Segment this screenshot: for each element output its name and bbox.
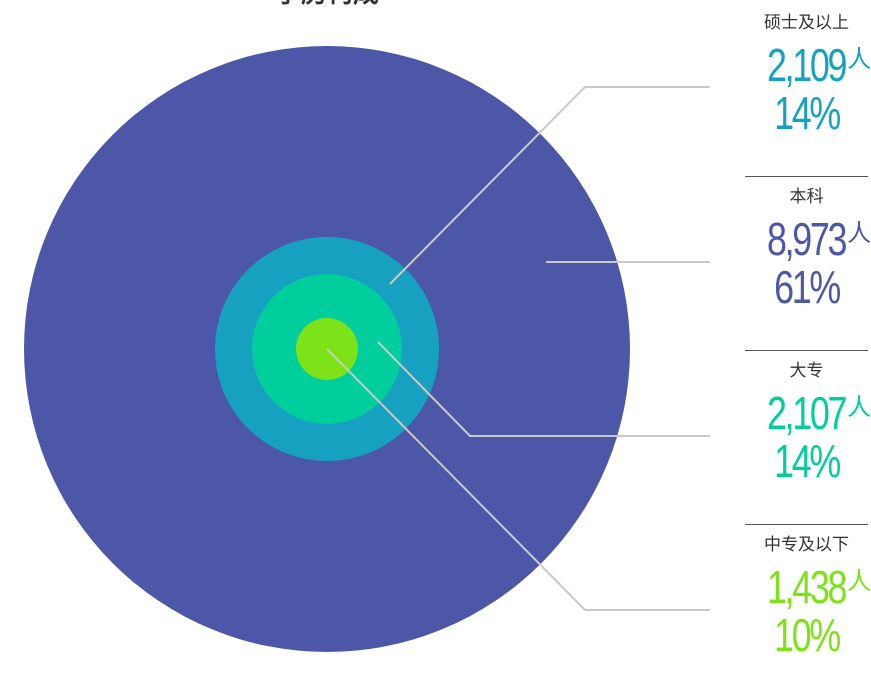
- count-value: 2,109: [767, 39, 847, 91]
- legend-entry-secondary: 中专及以下 1,438人 10%: [745, 534, 871, 664]
- legend-label: 大专: [789, 361, 824, 381]
- leader-line-1: [389, 86, 710, 285]
- count-value: 8,973: [767, 213, 847, 265]
- percent-value: 10%: [774, 609, 841, 661]
- count-unit: 人: [847, 567, 871, 595]
- legend-entry-bachelor: 本科 8,973人 61%: [745, 186, 871, 316]
- count-unit: 人: [847, 219, 871, 247]
- legend-entry-master: 硕士及以上 2,109人 14%: [745, 12, 871, 142]
- percent-value: 14%: [774, 435, 841, 487]
- legend-entry-college: 大专 2,107人 14%: [745, 360, 871, 490]
- legend-divider: [745, 176, 868, 177]
- leader-line-4: [326, 348, 710, 611]
- chart-title: 学历构成: [275, 0, 379, 10]
- legend-label: 本科: [789, 187, 824, 207]
- leader-line-3: [377, 341, 710, 437]
- legend-divider: [745, 524, 868, 525]
- leader-lines: [326, 86, 710, 611]
- percent-value: 14%: [774, 87, 841, 139]
- legend-count: 8,973人: [745, 208, 871, 264]
- legend-label: 中专及以下: [764, 535, 849, 555]
- legend-divider: [745, 350, 868, 351]
- legend-count: 2,109人: [745, 34, 871, 90]
- count-value: 1,438: [767, 561, 847, 613]
- count-value: 2,107: [767, 387, 847, 439]
- legend-count: 2,107人: [745, 382, 871, 438]
- percent-value: 61%: [774, 261, 841, 313]
- count-unit: 人: [847, 45, 871, 73]
- legend-label: 硕士及以上: [764, 13, 849, 33]
- legend-count: 1,438人: [745, 556, 871, 612]
- count-unit: 人: [847, 393, 871, 421]
